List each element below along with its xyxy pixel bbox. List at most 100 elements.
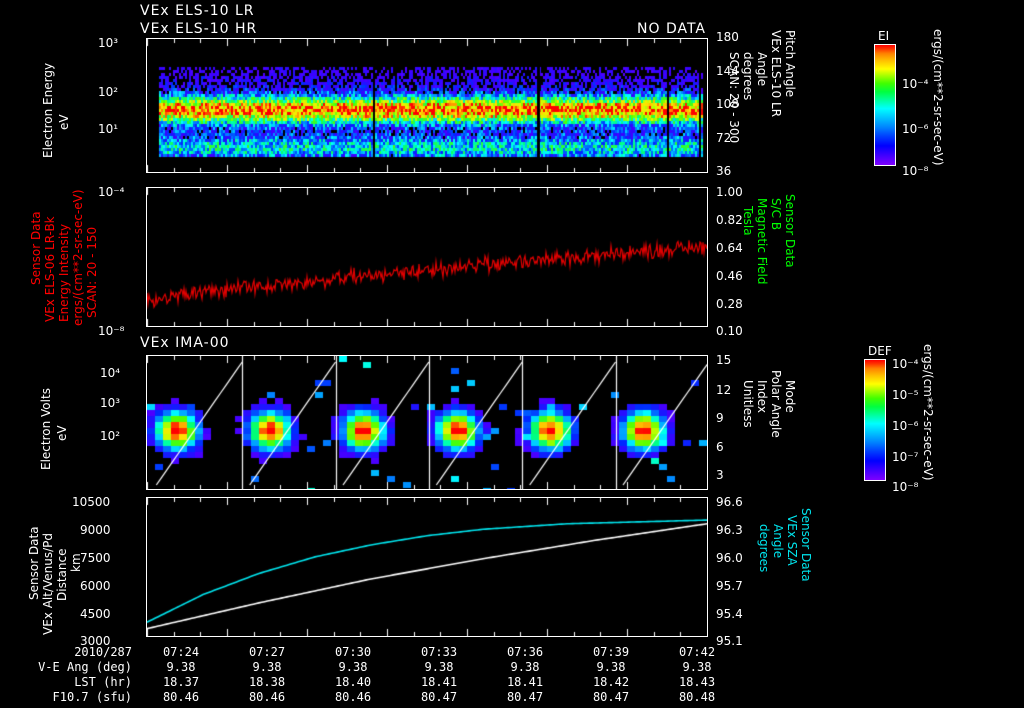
panel4-right-label-angle: Angle <box>771 524 785 559</box>
title-line-1: VEx ELS-10 LR <box>140 3 255 19</box>
panel4-left-label-distance: Distance <box>55 548 69 601</box>
panel1-ylabel-units: eV <box>57 114 71 130</box>
panel2-left-label-instrument: VEx ELS-06 LR-Bk <box>43 216 57 322</box>
no-data-label: NO DATA <box>637 21 707 37</box>
footer-cell: 9.38 <box>338 660 368 674</box>
panel-magnetic-field[interactable] <box>146 187 708 327</box>
panel4-left-label-instrument: VEx Alt/Venus/Pd <box>41 532 55 635</box>
panel1-right-label-instrument: VEx ELS-10 LR <box>769 30 783 118</box>
panel4-ytick-3000: 3000 <box>80 634 111 648</box>
panel-ima-spectrogram[interactable] <box>146 355 708 490</box>
panel1-right-label-angle: Angle <box>755 52 769 87</box>
footer-cell: 80.47 <box>506 690 544 704</box>
panel1-ytick-3: 10³ <box>98 36 119 50</box>
footer-cell: 18.43 <box>678 675 716 689</box>
panel4-right-tick-951: 95.1 <box>716 634 743 648</box>
panel3-title: VEx IMA-00 <box>140 335 230 351</box>
panel2-ytick-top: 10⁻⁴ <box>98 185 125 199</box>
footer-cell: 80.47 <box>420 690 458 704</box>
colorbar-def-tick-4: 10⁻⁷ <box>892 450 919 464</box>
footer-row: F10.7 (sfu) 80.46 80.46 80.46 80.47 80.47 80.4… <box>0 690 740 705</box>
footer-cell: 80.46 <box>334 690 372 704</box>
panel3-ytick-3: 10³ <box>100 396 121 410</box>
panel4-ytick-4500: 4500 <box>80 607 111 621</box>
footer-cell: 80.48 <box>678 690 716 704</box>
panel2-right-label-sc-b: S/C B <box>769 198 783 231</box>
footer-cell: 9.38 <box>424 660 454 674</box>
panel3-ytick-2: 10² <box>100 429 121 443</box>
colorbar-ei-tick-3: 10⁻⁸ <box>902 164 929 178</box>
footer-row: LST (hr) 18.37 18.38 18.40 18.41 18.41 18.42 18… <box>0 675 740 690</box>
footer-row-label: 2010/287 <box>74 645 132 659</box>
panel3-right-label-polar-angle: Polar Angle <box>769 370 783 438</box>
panel2-right-tick-1: 1.00 <box>716 185 743 199</box>
panel4-ytick-9000: 9000 <box>80 523 111 537</box>
footer-cell: 07:27 <box>248 645 286 659</box>
panel4-right-tick-966: 96.6 <box>716 495 743 509</box>
colorbar-ei-tick-2: 10⁻⁶ <box>902 122 929 136</box>
panel3-right-tick-6: 6 <box>716 440 724 454</box>
panel1-right-tick-108: 108 <box>716 97 739 111</box>
footer-cell: 07:33 <box>420 645 458 659</box>
panel1-right-label-scan: SCAN: 20 - 300 <box>727 52 741 144</box>
panel3-ylabel-units: eV <box>55 425 69 441</box>
panel2-right-tick-064: 0.64 <box>716 241 743 255</box>
colorbar-def-tick-1: 10⁻⁴ <box>892 357 919 371</box>
panel1-right-tick-72: 72 <box>716 131 732 145</box>
panel3-ylabel-main: Electron Volts <box>39 388 53 470</box>
panel3-right-tick-12: 12 <box>716 383 732 397</box>
panel3-right-tick-9: 9 <box>716 411 724 425</box>
footer-cell: 9.38 <box>252 660 282 674</box>
panel4-right-tick-954: 95.4 <box>716 607 743 621</box>
panel3-right-tick-15: 15 <box>716 353 732 367</box>
footer-cell: 18.38 <box>248 675 286 689</box>
footer-cell: 9.38 <box>596 660 626 674</box>
colorbar-ei <box>874 44 896 166</box>
colorbar-ei-title: EI <box>878 29 890 43</box>
panel1-ytick-1: 10¹ <box>98 122 119 136</box>
footer-cell: 9.38 <box>510 660 540 674</box>
footer-row: V-E Ang (deg) 9.38 9.38 9.38 9.38 9.38 9.38 9.3… <box>0 660 740 675</box>
panel-altitude-sza[interactable] <box>146 497 708 637</box>
footer-cell: 9.38 <box>166 660 196 674</box>
footer-cell: 07:24 <box>162 645 200 659</box>
footer-ephemeris-table: 2010/287 07:24 07:27 07:30 07:33 07:36 07:39 07… <box>0 645 740 705</box>
colorbar-ei-units: ergs/(cm**2-sr-sec-eV) <box>931 29 945 166</box>
panel2-ytick-bottom: 10⁻⁸ <box>98 324 125 338</box>
panel3-ytick-4: 10⁴ <box>100 366 121 380</box>
panel1-ylabel-main: Electron Energy <box>41 62 55 158</box>
colorbar-def-tick-5: 10⁻⁸ <box>892 480 919 494</box>
panel4-right-tick-960: 96.0 <box>716 551 743 565</box>
panel4-ytick-10500: 10500 <box>72 495 111 509</box>
panel3-right-label-mode: Mode <box>783 380 797 413</box>
footer-row-label: V-E Ang (deg) <box>38 660 132 674</box>
panel2-right-label-tesla: Tesla <box>741 206 755 236</box>
panel4-right-label-sza: VEx SZA <box>785 515 799 566</box>
panel1-right-label-pitch-angle: Pitch Angle <box>783 30 797 98</box>
footer-row-label: F10.7 (sfu) <box>52 690 132 704</box>
panel2-left-label-units: ergs/(cm**2-sr-sec-eV) <box>71 189 85 326</box>
panel2-left-label-quantity: Energy Intensity <box>57 223 71 322</box>
colorbar-def <box>864 359 886 481</box>
panel-electron-energy-spectrogram[interactable] <box>146 38 708 173</box>
footer-cell: 18.41 <box>420 675 458 689</box>
panel4-left-label-km: km <box>69 553 83 572</box>
colorbar-def-tick-2: 10⁻⁵ <box>892 388 919 402</box>
panel1-right-label-degrees: degrees <box>741 52 755 101</box>
panel4-left-label-sensor-data: Sensor Data <box>27 526 41 600</box>
panel2-left-label-scan: SCAN: 20 - 150 <box>85 226 99 318</box>
footer-cell: 18.42 <box>592 675 630 689</box>
panel1-right-tick-180: 180 <box>716 30 739 44</box>
panel4-right-tick-963: 96.3 <box>716 523 743 537</box>
colorbar-def-tick-3: 10⁻⁶ <box>892 419 919 433</box>
panel4-right-label-degrees: degrees <box>757 524 771 573</box>
panel3-right-tick-3: 3 <box>716 468 724 482</box>
panel1-right-tick-144: 144 <box>716 64 739 78</box>
panel3-right-label-unitless: Unitless <box>741 380 755 428</box>
footer-cell: 07:36 <box>506 645 544 659</box>
panel2-right-tick-028: 0.28 <box>716 297 743 311</box>
panel1-ytick-2: 10² <box>98 85 119 99</box>
footer-cell: 18.41 <box>506 675 544 689</box>
footer-cell: 18.40 <box>334 675 372 689</box>
panel4-ytick-6000: 6000 <box>80 579 111 593</box>
